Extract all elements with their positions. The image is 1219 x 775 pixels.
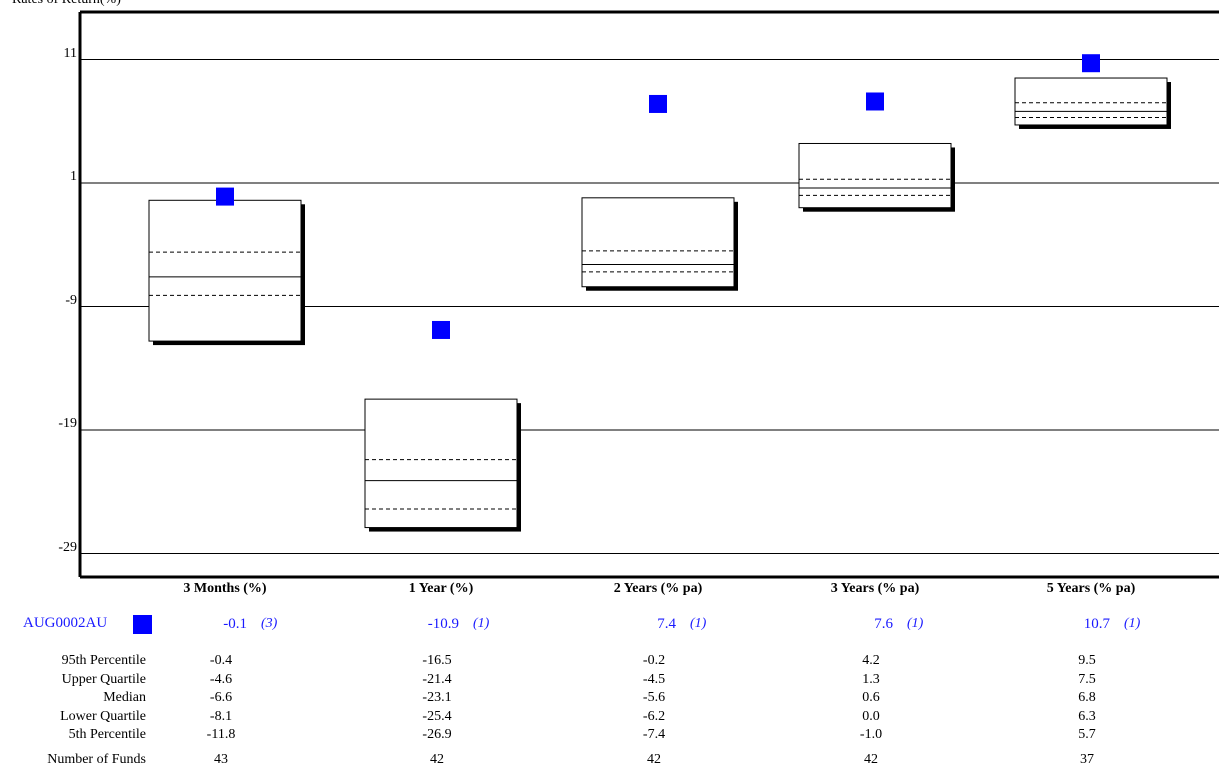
stat-cell: -11.8	[206, 727, 236, 742]
box-range	[364, 398, 518, 529]
period-header: 2 Years (% pa)	[613, 581, 703, 596]
stat-cell: -0.2	[642, 653, 666, 668]
stat-cell: -7.4	[642, 727, 666, 742]
fund-legend-swatch	[133, 615, 152, 634]
stat-cell: -21.4	[422, 671, 452, 687]
y-tick-label: -29	[58, 539, 77, 555]
stat-row-label: Upper Quartile	[61, 671, 146, 687]
fund-rank: (1)	[690, 616, 707, 631]
stat-cell: -6.2	[642, 708, 666, 724]
fund-name: AUG0002AU	[23, 615, 108, 631]
chart-plot	[78, 10, 1219, 579]
stat-cell: 5.7	[1078, 727, 1096, 742]
fund-marker	[216, 187, 234, 206]
stat-cell: 1.3	[862, 671, 880, 687]
stat-cell: 0.0	[862, 708, 880, 724]
stat-row-label: Median	[103, 690, 146, 705]
stat-cell: 0.6	[862, 690, 880, 705]
stat-cell: 6.3	[1078, 708, 1096, 724]
y-tick-label: -9	[65, 292, 77, 308]
box-range	[581, 197, 735, 288]
fund-return-value: 7.4	[657, 616, 676, 632]
fund-count-cell: 42	[864, 752, 878, 767]
stat-cell: -16.5	[422, 653, 452, 668]
stat-cell: -25.4	[422, 708, 452, 724]
stat-cell: -5.6	[642, 690, 666, 705]
period-header: 3 Months (%)	[183, 581, 267, 596]
count-row-label: Number of Funds	[47, 752, 146, 767]
fund-rank: (3)	[261, 616, 278, 631]
stat-cell: 9.5	[1078, 653, 1096, 668]
fund-count-cell: 42	[647, 752, 661, 767]
period-header: 5 Years (% pa)	[1046, 581, 1136, 596]
stat-cell: -0.4	[209, 653, 233, 668]
fund-return-value: 10.7	[1083, 616, 1110, 632]
stat-cell: 7.5	[1078, 671, 1096, 687]
period-header: 1 Year (%)	[408, 581, 474, 596]
fund-return-value: 7.6	[874, 616, 893, 632]
fund-rank: (1)	[907, 616, 924, 631]
stat-cell: 6.8	[1078, 690, 1096, 705]
stat-row-label: Lower Quartile	[60, 708, 146, 724]
fund-marker	[1082, 54, 1100, 73]
stat-cell: -4.5	[642, 671, 666, 687]
stat-row-label: 95th Percentile	[61, 653, 146, 668]
stat-cell: -1.0	[859, 727, 883, 742]
box-range	[148, 199, 302, 342]
fund-count-cell: 42	[430, 752, 444, 767]
box-range	[798, 142, 952, 209]
y-tick-label: 1	[70, 169, 77, 184]
stat-row-label: 5th Percentile	[68, 727, 146, 742]
stat-cell: -6.6	[209, 690, 233, 705]
fund-marker	[866, 92, 884, 111]
fund-count-cell: 43	[214, 752, 228, 767]
fund-return-value: -0.1	[223, 616, 247, 632]
y-tick-label: -19	[58, 416, 77, 431]
fund-rank: (1)	[1124, 616, 1141, 631]
fund-marker	[432, 320, 450, 339]
stat-cell: 4.2	[862, 653, 880, 668]
fund-marker	[649, 94, 667, 113]
y-tick-label: 11	[63, 45, 77, 61]
y-axis-label: Rates of Return(%)	[12, 0, 121, 8]
fund-count-cell: 37	[1080, 752, 1094, 767]
stat-cell: -4.6	[209, 671, 233, 687]
stat-cell: -8.1	[209, 708, 233, 724]
stat-cell: -26.9	[422, 727, 452, 742]
period-header: 3 Years (% pa)	[830, 581, 920, 596]
fund-rank: (1)	[473, 616, 490, 631]
fund-return-value: -10.9	[427, 616, 459, 632]
stat-cell: -23.1	[422, 690, 452, 705]
